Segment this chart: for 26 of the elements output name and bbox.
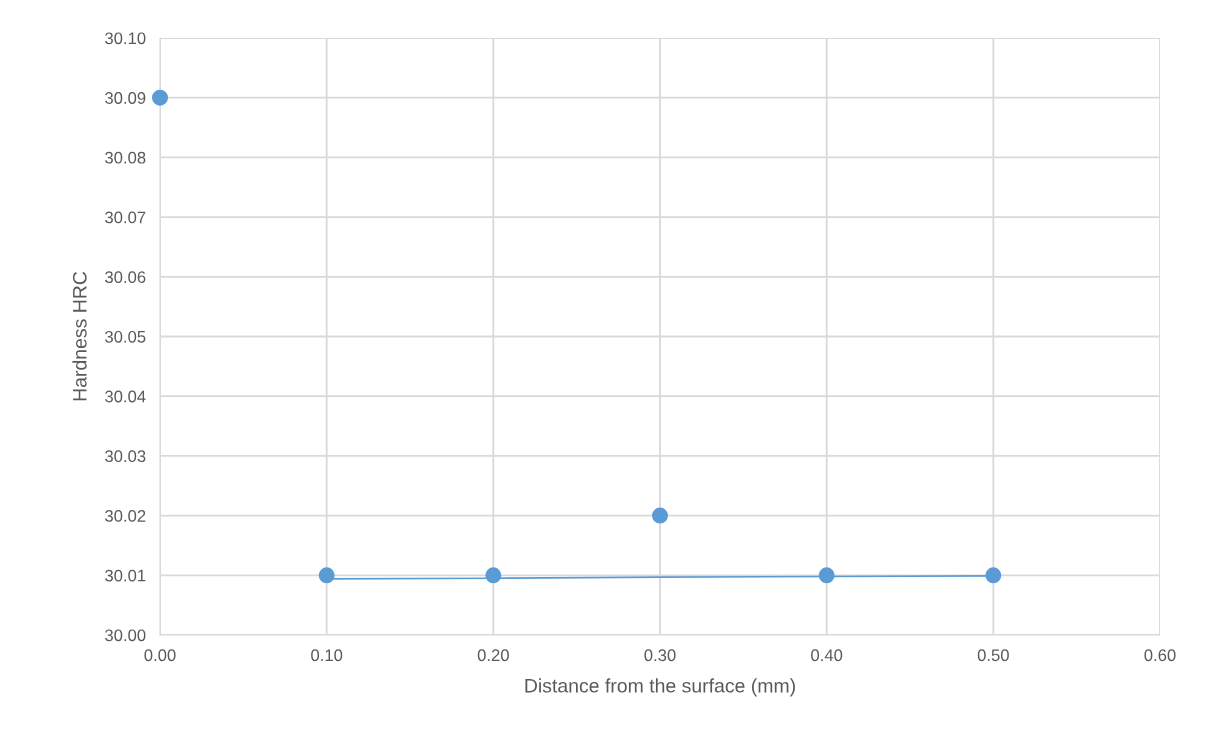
x-tick-label: 0.50 xyxy=(977,649,1009,662)
point xyxy=(818,567,835,584)
point xyxy=(652,507,668,524)
y-tick-label: 30.10 xyxy=(105,32,146,45)
y-tick-label: 30.07 xyxy=(105,211,146,224)
x-tick-label: 0.30 xyxy=(644,649,676,662)
x-tick-label: 0.60 xyxy=(1144,649,1176,662)
y-tick-label: 30.01 xyxy=(105,569,146,582)
point xyxy=(985,567,1002,584)
y-tick-label: 30.02 xyxy=(105,510,146,522)
x-tick-label: 0.20 xyxy=(477,649,509,662)
x-tick-label: 0.40 xyxy=(811,649,843,662)
point xyxy=(318,567,335,584)
y-tick-label: 30.08 xyxy=(105,151,146,164)
point xyxy=(152,89,168,106)
x-tick-label: 0.00 xyxy=(144,649,176,662)
y-tick-label: 30.06 xyxy=(105,271,146,283)
y-tick-label: 30.09 xyxy=(105,92,146,104)
y-tick-label: 30.00 xyxy=(105,629,146,642)
x-axis-title: Distance from the surface (mm) xyxy=(525,678,795,697)
y-tick-label: 30.04 xyxy=(105,390,146,403)
y-tick-label: 30.03 xyxy=(105,450,146,463)
x-tick-label: 0.10 xyxy=(311,649,343,662)
point xyxy=(485,567,502,584)
y-axis-title: Hardness HRC xyxy=(72,271,87,401)
y-tick-label: 30.05 xyxy=(105,330,146,343)
